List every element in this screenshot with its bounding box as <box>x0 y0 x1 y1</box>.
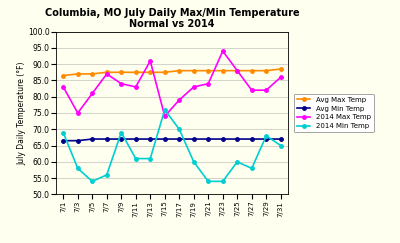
2014 Max Temp <box>148 60 153 62</box>
Avg Max Temp <box>235 69 240 72</box>
2014 Min Temp <box>177 128 182 131</box>
Avg Min Temp <box>61 139 66 142</box>
Avg Min Temp <box>162 138 167 140</box>
Line: Avg Min Temp: Avg Min Temp <box>62 137 282 142</box>
2014 Min Temp <box>162 108 167 111</box>
Avg Min Temp <box>206 138 211 140</box>
Line: Avg Max Temp: Avg Max Temp <box>62 67 282 77</box>
Avg Max Temp <box>249 69 254 72</box>
Avg Min Temp <box>148 138 153 140</box>
2014 Max Temp <box>235 69 240 72</box>
2014 Max Temp <box>249 89 254 92</box>
Avg Max Temp <box>75 72 80 75</box>
2014 Min Temp <box>191 160 196 163</box>
Avg Max Temp <box>133 71 138 74</box>
Avg Min Temp <box>119 138 124 140</box>
2014 Min Temp <box>104 174 109 176</box>
2014 Min Temp <box>75 167 80 170</box>
Avg Max Temp <box>191 69 196 72</box>
Avg Max Temp <box>177 69 182 72</box>
2014 Min Temp <box>278 144 283 147</box>
Avg Max Temp <box>264 69 269 72</box>
Legend: Avg Max Temp, Avg Min Temp, 2014 Max Temp, 2014 Min Temp: Avg Max Temp, Avg Min Temp, 2014 Max Tem… <box>294 94 374 132</box>
2014 Max Temp <box>220 50 225 52</box>
2014 Max Temp <box>104 72 109 75</box>
Avg Min Temp <box>235 138 240 140</box>
Avg Max Temp <box>148 71 153 74</box>
2014 Min Temp <box>264 134 269 137</box>
Avg Min Temp <box>191 138 196 140</box>
Avg Min Temp <box>249 138 254 140</box>
2014 Max Temp <box>75 112 80 114</box>
Avg Max Temp <box>220 69 225 72</box>
Avg Max Temp <box>206 69 211 72</box>
Avg Min Temp <box>220 138 225 140</box>
2014 Max Temp <box>177 98 182 101</box>
Avg Min Temp <box>104 138 109 140</box>
Avg Min Temp <box>90 138 95 140</box>
Avg Max Temp <box>61 74 66 77</box>
2014 Max Temp <box>90 92 95 95</box>
Avg Min Temp <box>75 139 80 142</box>
Avg Min Temp <box>264 138 269 140</box>
2014 Min Temp <box>61 131 66 134</box>
Line: 2014 Max Temp: 2014 Max Temp <box>62 49 282 118</box>
Avg Min Temp <box>133 138 138 140</box>
Avg Max Temp <box>119 71 124 74</box>
Title: Columbia, MO July Daily Max/Min Temperature
Normal vs 2014: Columbia, MO July Daily Max/Min Temperat… <box>45 8 299 29</box>
Avg Max Temp <box>278 68 283 70</box>
2014 Min Temp <box>119 131 124 134</box>
2014 Min Temp <box>206 180 211 183</box>
2014 Min Temp <box>235 160 240 163</box>
2014 Min Temp <box>148 157 153 160</box>
2014 Min Temp <box>220 180 225 183</box>
2014 Max Temp <box>278 76 283 79</box>
2014 Max Temp <box>119 82 124 85</box>
Avg Max Temp <box>90 72 95 75</box>
2014 Max Temp <box>206 82 211 85</box>
Avg Min Temp <box>278 138 283 140</box>
2014 Min Temp <box>249 167 254 170</box>
2014 Max Temp <box>133 86 138 88</box>
2014 Max Temp <box>162 115 167 118</box>
2014 Min Temp <box>90 180 95 183</box>
2014 Max Temp <box>191 86 196 88</box>
Y-axis label: July Daily Temperature (°F): July Daily Temperature (°F) <box>18 61 27 165</box>
2014 Min Temp <box>133 157 138 160</box>
Avg Max Temp <box>104 71 109 74</box>
2014 Max Temp <box>61 86 66 88</box>
Avg Max Temp <box>162 71 167 74</box>
Line: 2014 Min Temp: 2014 Min Temp <box>62 108 282 183</box>
2014 Max Temp <box>264 89 269 92</box>
Avg Min Temp <box>177 138 182 140</box>
